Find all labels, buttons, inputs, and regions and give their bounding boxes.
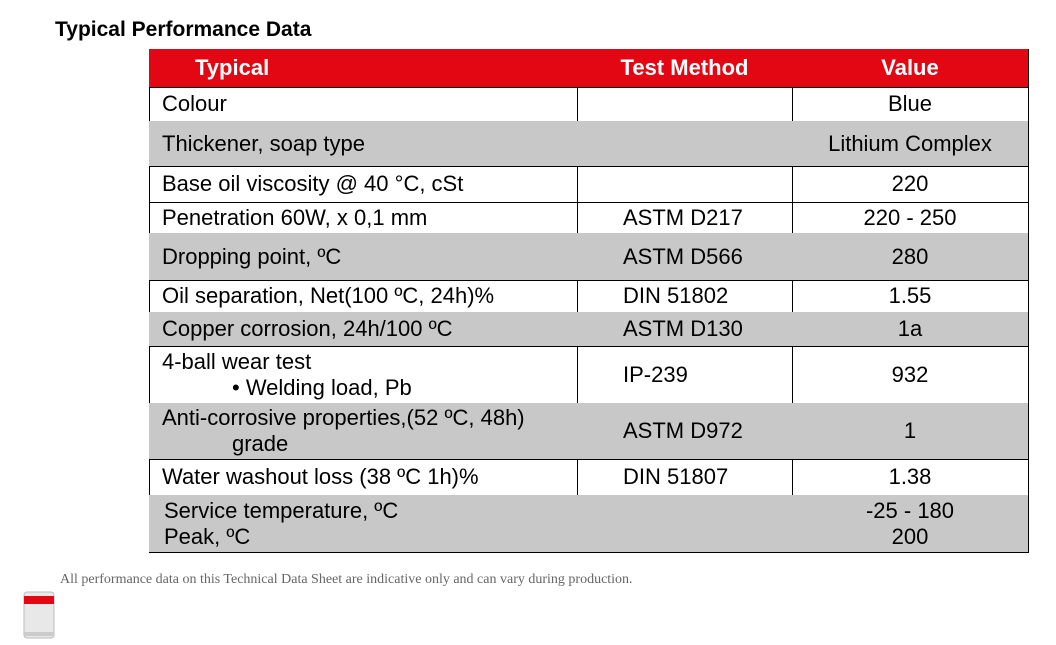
section-title: Typical Performance Data [55,18,312,41]
cell-text: 1.38 [888,464,932,489]
table-cell: DIN 51802 [577,280,793,313]
cell-text: ASTM D972 [623,418,743,443]
column-header: Value [792,49,1029,88]
table-cell: ASTM D566 [577,233,793,281]
table-cell: IP-239 [577,346,793,404]
table-cell: 220 - 250 [792,202,1029,234]
cell-text: Thickener, soap type [162,130,366,156]
header-text: Typical [195,55,270,80]
table-cell: 4-ball wear test • Welding load, Pb [149,346,578,404]
footnote: All performance data on this Technical D… [60,572,633,587]
cell-text: ASTM D217 [623,204,743,230]
table-cell [577,495,793,553]
table-cell [577,121,793,167]
cell-text: Penetration 60W, x 0,1 mm [162,204,428,230]
cell-text: Peak, ºC [164,523,251,549]
column-header: Test Method [577,49,793,88]
header-text: Value [881,55,939,80]
table-cell: 1.55 [792,280,1029,313]
cell-text: IP-239 [623,361,688,387]
cell-text: ASTM D566 [623,243,743,269]
cell-text: 220 [891,171,929,196]
table-cell: Oil separation, Net(100 ºC, 24h)% [149,280,578,313]
cell-text: 280 [891,243,929,269]
cell-text: -25 - 180 [865,497,955,523]
table-cell: Colour [149,87,578,122]
table-cell: ASTM D217 [577,202,793,234]
table-cell: -25 - 180 200 [792,495,1029,553]
product-icon [23,591,55,639]
table-cell: Water washout loss (38 ºC 1h)% [149,459,578,496]
cell-text: 4-ball wear test [162,348,312,374]
cell-text: DIN 51802 [623,283,729,308]
cell-text: Oil separation, Net(100 ºC, 24h)% [162,283,495,308]
cell-text: 1.55 [888,283,932,308]
table-cell: ASTM D972 [577,403,793,460]
table-cell: 932 [792,346,1029,404]
cell-text: ASTM D130 [623,316,743,341]
cell-text: Anti-corrosive properties,(52 ºC, 48h) [162,405,525,430]
table-cell: Penetration 60W, x 0,1 mm [149,202,578,234]
column-header: Typical [149,49,578,88]
table-cell: Copper corrosion, 24h/100 ºC [149,312,578,347]
cell-text: Dropping point, ºC [162,243,342,269]
table-cell [577,166,793,203]
table-cell: Blue [792,87,1029,122]
cell-text: Copper corrosion, 24h/100 ºC [162,316,453,341]
table-cell: 220 [792,166,1029,203]
cell-text: 200 [891,523,929,549]
data-table: Typical Test Method Value Colour Blue Thicken… [149,49,1029,553]
cell-text: Colour [162,91,227,116]
cell-text: Water washout loss (38 ºC 1h)% [162,464,479,489]
cell-text: Service temperature, ºC [164,497,399,523]
cell-text: 932 [891,361,929,387]
cell-text: grade [232,431,289,456]
cell-text: 1 [903,418,917,443]
cell-text: • Welding load, Pb [232,374,412,400]
cell-text: DIN 51807 [623,464,729,489]
table-cell: 1 [792,403,1029,460]
table-cell: Service temperature, ºC Peak, ºC [149,495,578,553]
table-cell: Thickener, soap type [149,121,578,167]
table-cell: Base oil viscosity @ 40 °C, cSt [149,166,578,203]
table-cell: 1a [792,312,1029,347]
table-cell: Dropping point, ºC [149,233,578,281]
cell-text: Base oil viscosity @ 40 °C, cSt [162,171,464,196]
table-cell: 1.38 [792,459,1029,496]
header-text: Test Method [620,55,749,80]
cell-text: Blue [887,91,933,116]
cell-text: Lithium Complex [828,130,992,156]
table-cell: Lithium Complex [792,121,1029,167]
table-cell: DIN 51807 [577,459,793,496]
table-cell: Anti-corrosive properties,(52 ºC, 48h) gr… [149,403,578,460]
table-cell: ASTM D130 [577,312,793,347]
cell-text: 1a [897,316,923,341]
table-cell [577,87,793,122]
cell-text: 220 - 250 [863,204,957,230]
table-cell: 280 [792,233,1029,281]
